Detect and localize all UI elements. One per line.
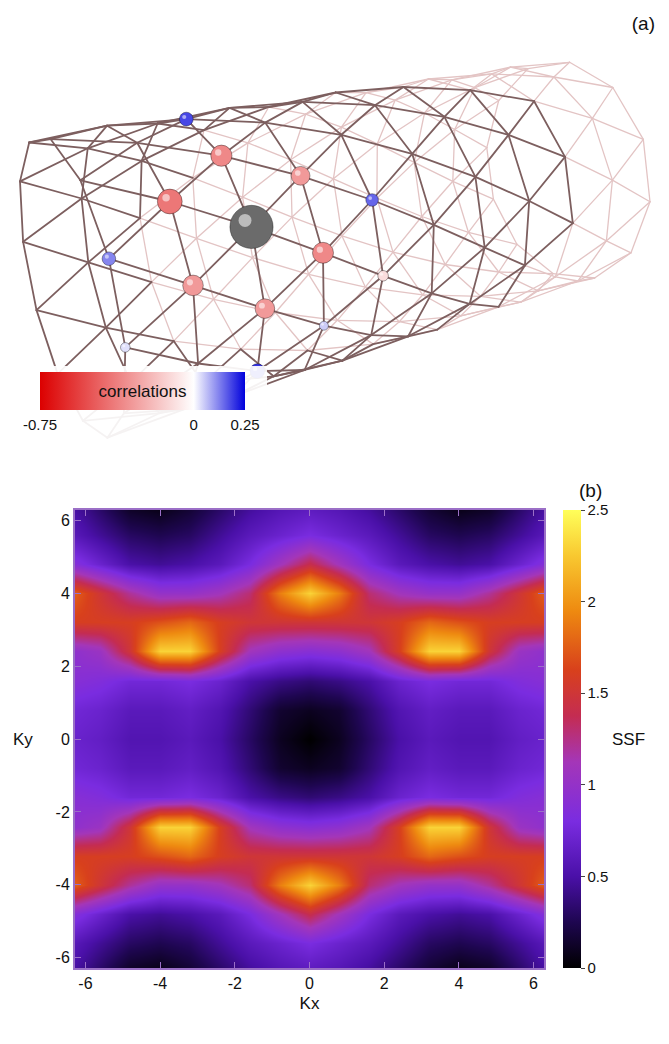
svg-text:-4: -4	[153, 975, 167, 992]
svg-text:-2: -2	[228, 975, 242, 992]
svg-text:Kx: Kx	[300, 994, 320, 1013]
svg-text:1: 1	[588, 776, 596, 793]
svg-text:Ky: Ky	[13, 730, 33, 749]
svg-text:-2: -2	[56, 804, 70, 821]
svg-text:4: 4	[454, 975, 463, 992]
svg-text:0: 0	[588, 959, 596, 976]
svg-text:2: 2	[588, 593, 596, 610]
svg-text:-4: -4	[56, 876, 70, 893]
svg-text:-6: -6	[56, 949, 70, 966]
svg-text:2.5: 2.5	[588, 501, 609, 518]
svg-text:0: 0	[305, 975, 314, 992]
svg-text:(a): (a)	[632, 13, 655, 34]
svg-text:6: 6	[529, 975, 538, 992]
svg-text:-0.75: -0.75	[23, 416, 57, 433]
svg-text:6: 6	[61, 512, 70, 529]
svg-text:4: 4	[61, 585, 70, 602]
svg-text:0: 0	[190, 416, 198, 433]
svg-text:correlations: correlations	[99, 382, 187, 401]
svg-text:1.5: 1.5	[588, 684, 609, 701]
svg-text:-6: -6	[78, 975, 92, 992]
svg-text:(b): (b)	[579, 480, 602, 501]
svg-text:2: 2	[61, 658, 70, 675]
svg-text:0.5: 0.5	[588, 868, 609, 885]
svg-text:SSF: SSF	[612, 730, 645, 749]
svg-text:0.25: 0.25	[230, 416, 259, 433]
svg-text:0: 0	[61, 731, 70, 748]
svg-text:2: 2	[380, 975, 389, 992]
